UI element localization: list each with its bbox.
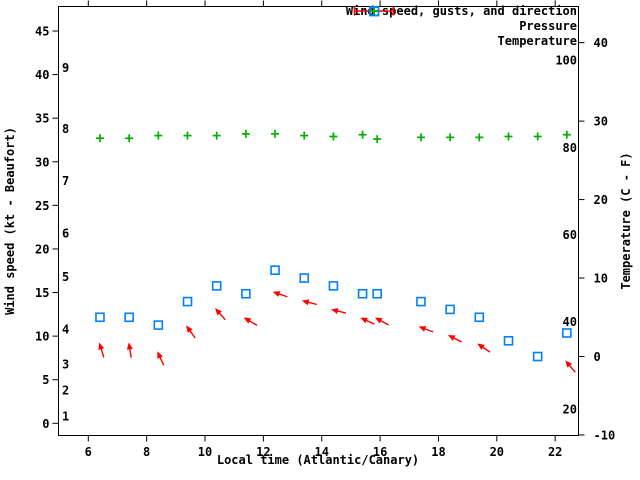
left-axis-title: Wind speed (kt - Beaufort)	[3, 127, 17, 315]
beaufort-label: 5	[62, 270, 69, 284]
beaufort-label: 8	[62, 122, 69, 136]
kt-tick-label: 35	[35, 112, 49, 126]
kt-tick-label: 10	[35, 330, 49, 344]
wind-arrow-head	[98, 342, 105, 351]
kt-tick-label: 15	[35, 286, 49, 300]
legend-label-pressure: Pressure	[519, 19, 577, 33]
temperature-point	[270, 265, 280, 275]
wind-arrow-head	[186, 325, 193, 333]
beaufort-label: 3	[62, 357, 69, 371]
c-tick-label: 0	[594, 350, 601, 364]
x-tick-label: 6	[85, 445, 92, 459]
kt-tick-label: 30	[35, 155, 49, 169]
x-tick-label: 22	[548, 445, 562, 459]
c-tick-label: 30	[594, 115, 608, 129]
right-axis-title: Temperature (C - F)	[619, 152, 633, 290]
temperature-point	[445, 304, 455, 315]
beaufort-label: 6	[62, 227, 69, 241]
kt-tick-label: 25	[35, 199, 49, 213]
legend: Wind speed, gusts, and direction Pressur…	[346, 5, 577, 48]
temperature-point	[503, 336, 514, 346]
temperature-point	[372, 288, 382, 299]
temperature-point	[241, 288, 251, 299]
kt-tick-label: 20	[35, 242, 49, 256]
x-tick-label: 14	[315, 445, 329, 459]
plot-border	[58, 6, 579, 436]
temperature-point	[124, 312, 134, 323]
beaufort-label: 2	[62, 383, 69, 397]
temperature-point	[95, 312, 105, 323]
wind-arrow-head	[126, 342, 133, 350]
fahrenheit-label: 100	[555, 54, 577, 68]
c-tick-label: 40	[594, 36, 608, 50]
temperature-point	[328, 281, 339, 291]
kt-tick-label: 5	[42, 373, 49, 387]
beaufort-label: 4	[62, 322, 69, 336]
x-tick-label: 20	[490, 445, 504, 459]
beaufort-label: 7	[62, 174, 69, 188]
legend-label-wind: Wind speed, gusts, and direction	[345, 4, 577, 18]
x-tick-label: 12	[256, 445, 270, 459]
temperature-point	[416, 296, 426, 307]
fahrenheit-label: 40	[563, 315, 577, 329]
wind-arrow-head	[360, 317, 368, 324]
wind-arrow-head	[330, 308, 339, 314]
temperature-point	[474, 312, 485, 323]
c-tick-label: 10	[594, 272, 608, 286]
kt-tick-label: 45	[35, 24, 49, 38]
x-tick-label: 18	[431, 445, 445, 459]
wind-arrow-head	[243, 317, 252, 324]
wind-arrow-head	[418, 326, 427, 332]
temperature-point	[532, 351, 543, 362]
legend-row-pressure: Pressure	[346, 6, 577, 33]
wind-arrow-head	[215, 308, 222, 316]
legend-row-temperature: Temperature	[346, 6, 577, 48]
c-tick-label: -10	[594, 428, 616, 442]
kt-tick-label: 0	[42, 417, 49, 431]
kt-tick-label: 40	[35, 68, 49, 82]
c-tick-label: 20	[594, 193, 608, 207]
fahrenheit-label: 20	[563, 402, 577, 416]
wind-arrow-head	[157, 351, 163, 359]
temperature-point	[562, 328, 572, 338]
temperature-point	[357, 288, 368, 299]
wind-arrow-head	[477, 343, 485, 350]
x-tick-label: 16	[373, 445, 387, 459]
x-tick-label: 10	[198, 445, 212, 459]
temperature-point	[182, 296, 193, 307]
temperature-point	[211, 281, 222, 291]
legend-label-temperature: Temperature	[497, 34, 577, 48]
x-axis-title: Local time (Atlantic/Canary)	[216, 453, 420, 467]
temperature-square-icon	[368, 6, 380, 17]
x-tick-label: 8	[143, 445, 150, 459]
fahrenheit-label: 80	[563, 141, 577, 155]
beaufort-label: 9	[62, 61, 69, 75]
wind-arrow-head	[565, 360, 573, 368]
wind-arrow-head	[374, 317, 383, 324]
wind-arrow-head	[301, 299, 310, 306]
beaufort-label: 1	[62, 410, 69, 424]
temperature-point	[299, 273, 310, 283]
wind-arrow-head	[272, 291, 281, 297]
fahrenheit-label: 60	[563, 228, 577, 242]
temperature-point	[153, 320, 164, 330]
wind-arrow-head	[447, 334, 456, 341]
